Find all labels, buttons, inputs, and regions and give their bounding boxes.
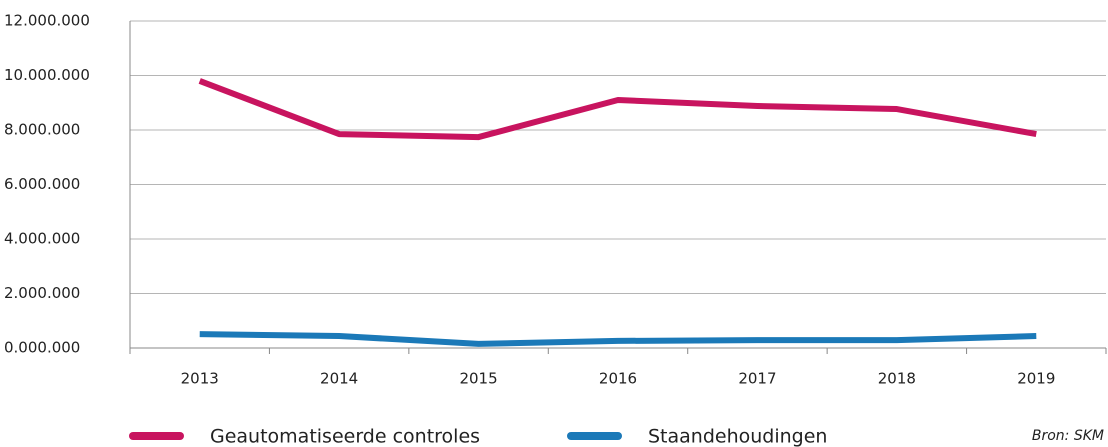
- x-tick-label: 2019: [1017, 370, 1055, 388]
- y-tick-label: 4.000.000: [4, 230, 80, 248]
- series-line: [199, 331, 1037, 347]
- y-tick-label: 12.000.000: [4, 12, 90, 30]
- x-tick-label: 2018: [878, 370, 916, 388]
- y-tick-label: 0.000.000: [4, 339, 80, 357]
- legend-label: Geautomatiseerde controles: [210, 426, 480, 447]
- y-tick-label: 6.000.000: [4, 175, 80, 193]
- y-tick-label: 10.000.000: [4, 66, 90, 84]
- source: Bron: SKM: [1032, 428, 1104, 444]
- series-line: [198, 78, 1037, 141]
- x-tick-label: 2013: [181, 370, 219, 388]
- x-tick-label: 2016: [599, 370, 637, 388]
- legend-label: Staandehoudingen: [648, 426, 827, 447]
- y-tick-label: 8.000.000: [4, 121, 80, 139]
- x-tick-label: 2014: [320, 370, 358, 388]
- x-tick-label: 2015: [459, 370, 497, 388]
- x-tick-label: 2017: [738, 370, 776, 388]
- y-tick-label: 2.000.000: [4, 284, 80, 302]
